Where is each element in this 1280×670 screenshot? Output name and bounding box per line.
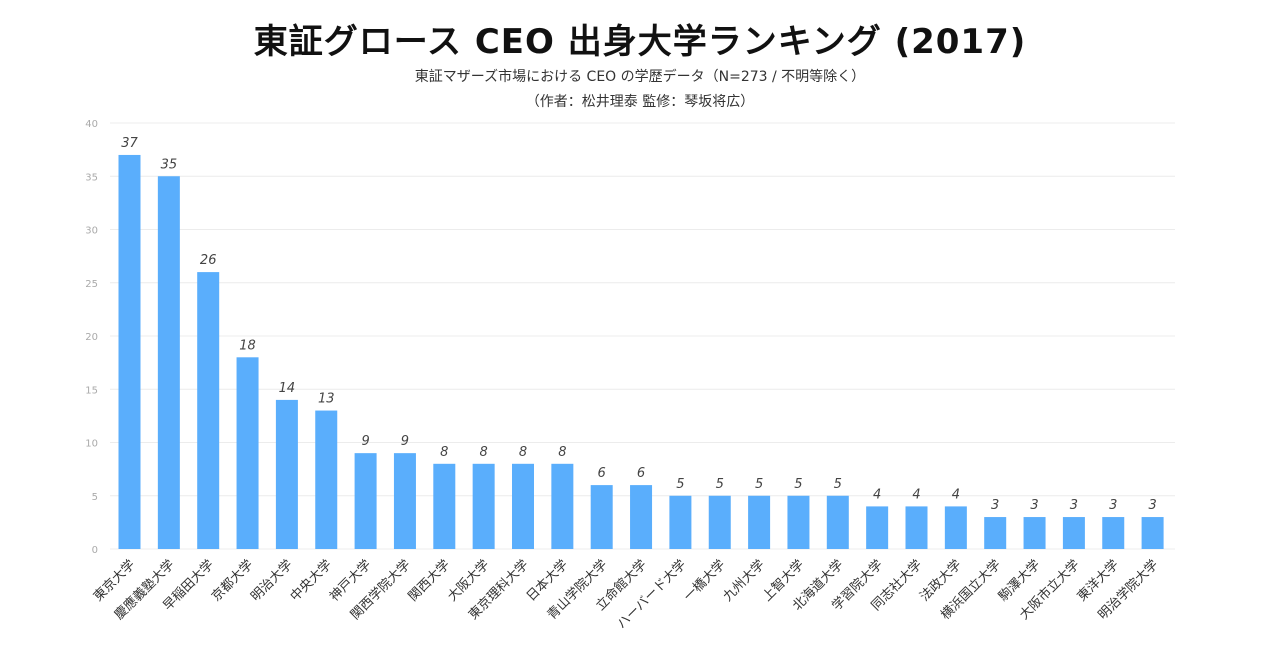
bar-value-label: 14 xyxy=(279,381,296,396)
category-label: 京都大学 xyxy=(208,557,256,605)
bar-value-label: 6 xyxy=(598,466,606,481)
y-tick-label: 25 xyxy=(85,279,98,290)
bar-value-label: 9 xyxy=(401,434,409,449)
bar-value-label: 13 xyxy=(318,392,335,407)
category-label: ハーバード大学 xyxy=(614,557,690,633)
bar-value-label: 3 xyxy=(1148,498,1156,513)
bar-value-label: 26 xyxy=(200,253,217,268)
bar xyxy=(905,506,928,549)
bar-value-label: 4 xyxy=(873,487,881,502)
bar xyxy=(590,485,613,549)
bar-value-label: 8 xyxy=(519,445,527,460)
bar-value-label: 4 xyxy=(912,487,920,502)
bar-value-label: 8 xyxy=(480,445,488,460)
bar-value-label: 8 xyxy=(440,445,448,460)
category-label: 一橋大学 xyxy=(680,557,728,605)
bar-value-label: 9 xyxy=(361,434,369,449)
y-tick-label: 20 xyxy=(85,332,98,343)
bar xyxy=(1062,517,1085,549)
bar xyxy=(708,495,731,549)
bar xyxy=(472,463,495,549)
bar xyxy=(984,517,1007,549)
bar-value-label: 5 xyxy=(794,477,802,492)
bar xyxy=(630,485,653,549)
bar xyxy=(354,453,377,549)
chart-subtitle: 東証マザーズ市場における CEO の学歴データ（N=273 / 不明等除く） xyxy=(414,69,866,85)
category-label: 明治大学 xyxy=(248,557,296,605)
bar xyxy=(826,495,849,549)
bar xyxy=(118,154,141,549)
bar xyxy=(944,506,967,549)
bar-value-label: 3 xyxy=(991,498,999,513)
bar xyxy=(669,495,692,549)
bar-value-label: 5 xyxy=(755,477,763,492)
bar-value-label: 3 xyxy=(1109,498,1117,513)
y-tick-label: 5 xyxy=(92,492,98,503)
y-tick-label: 0 xyxy=(92,545,98,556)
bar-value-label: 5 xyxy=(834,477,842,492)
bar xyxy=(1023,517,1046,549)
chart-title: 東証グロース CEO 出身大学ランキング (2017) xyxy=(253,22,1027,62)
bar-value-label: 4 xyxy=(952,487,960,502)
bar xyxy=(315,410,338,549)
y-tick-label: 15 xyxy=(85,385,98,396)
category-label: 九州大学 xyxy=(720,557,768,605)
bar xyxy=(197,272,220,549)
bar xyxy=(433,463,456,549)
y-tick-label: 30 xyxy=(85,226,98,237)
category-label: 中央大学 xyxy=(287,557,335,605)
bar xyxy=(787,495,810,549)
category-label: 関西大学 xyxy=(405,557,453,605)
bar-value-label: 6 xyxy=(637,466,645,481)
y-tick-label: 35 xyxy=(85,172,98,183)
y-tick-label: 10 xyxy=(85,439,98,450)
bar-value-label: 5 xyxy=(676,477,684,492)
bar-value-label: 18 xyxy=(239,338,256,353)
bar xyxy=(866,506,889,549)
y-tick-label: 40 xyxy=(85,119,98,130)
bar xyxy=(1102,517,1125,549)
bar xyxy=(275,399,298,549)
bar xyxy=(236,357,259,549)
chart-credit: （作者：松井理泰 監修：琴坂将広） xyxy=(525,94,755,110)
bar-value-label: 8 xyxy=(558,445,566,460)
bar-value-label: 35 xyxy=(161,157,178,172)
bar-value-label: 37 xyxy=(121,136,138,151)
bar xyxy=(1141,517,1164,549)
bar-value-label: 3 xyxy=(1030,498,1038,513)
bar-value-label: 3 xyxy=(1070,498,1078,513)
bar xyxy=(748,495,771,549)
bar-value-label: 5 xyxy=(716,477,724,492)
bar xyxy=(512,463,534,549)
bar xyxy=(393,453,416,549)
bar xyxy=(551,463,574,549)
bar xyxy=(157,176,180,549)
